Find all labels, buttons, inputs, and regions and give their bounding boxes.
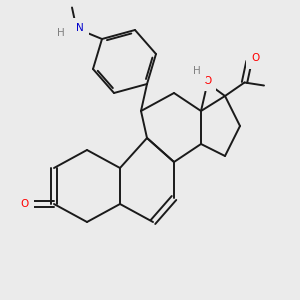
Text: H: H [57, 28, 65, 38]
Text: N: N [76, 23, 83, 33]
Text: O: O [203, 76, 211, 86]
Text: O: O [251, 53, 260, 64]
Text: H: H [193, 66, 201, 76]
Text: O: O [21, 199, 29, 209]
